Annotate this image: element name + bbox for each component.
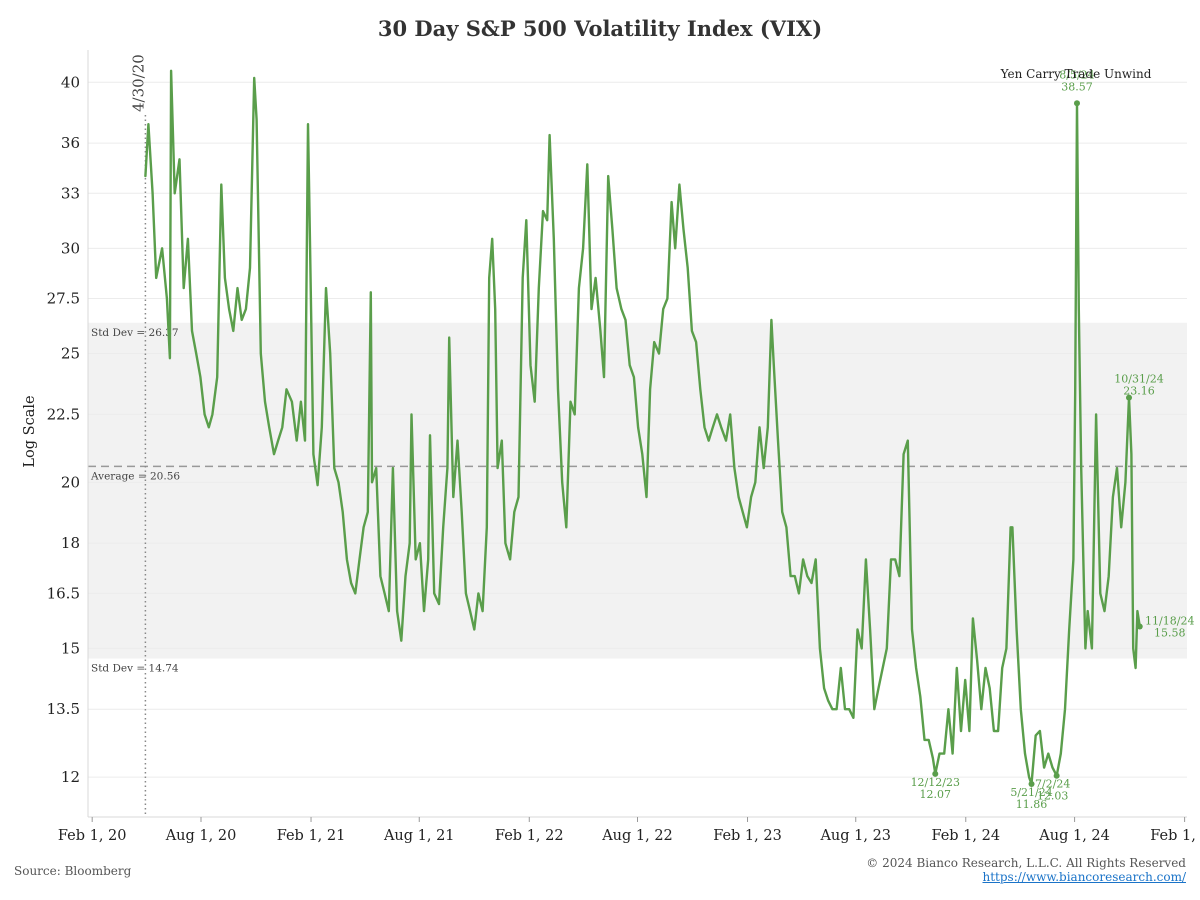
- source-note: Source: Bloomberg: [14, 864, 132, 878]
- y-tick-label: 16.5: [47, 584, 80, 602]
- annotation-label: 11/18/24: [1145, 614, 1194, 627]
- annotation-label: 12.03: [1037, 790, 1069, 803]
- y-tick-label: 30: [61, 239, 80, 257]
- x-tick-label: Feb 1, 21: [277, 828, 346, 844]
- axes-layer: 40 36 33 30 27.5 25 22.5 20 18 16.5 15 13.5 12 Feb 1,…: [22, 50, 1200, 844]
- annotation-label: 8/5/24: [1059, 68, 1094, 81]
- annotation-label: 5/21/24: [1010, 786, 1052, 799]
- x-tick-label: Aug 1, 21: [383, 828, 455, 844]
- reference-lines-layer: Average = 20.56 Std Dev = 26.37 Std Dev = …: [88, 54, 1187, 817]
- x-tick-label: Aug 1, 23: [819, 828, 891, 844]
- x-tick-label: Feb 1, 24: [931, 828, 1000, 844]
- annotation-point: [1136, 623, 1143, 630]
- average-label: Average = 20.56: [90, 470, 180, 482]
- annotation-point: [1028, 780, 1035, 787]
- y-tick-label: 13.5: [47, 700, 80, 718]
- annotation-point: [1053, 772, 1060, 779]
- annotation-label: 23.16: [1123, 385, 1155, 398]
- y-tick-label: 22.5: [47, 405, 80, 423]
- std-dev-lower-label: Std Dev = 14.74: [91, 662, 179, 674]
- annotation-point: [932, 770, 939, 777]
- vix-series-line: [144, 69, 1141, 786]
- y-tick-label: 20: [61, 473, 80, 491]
- y-tick-label: 12: [61, 768, 80, 786]
- annotation-point: [1126, 394, 1133, 401]
- y-tick-label: 27.5: [47, 290, 80, 308]
- event-label: Yen Carry Trade Unwind: [1000, 67, 1152, 81]
- y-axis-title: Log Scale: [22, 395, 38, 467]
- std-dev-band: [88, 322, 1187, 659]
- chart-title: 30 Day S&P 500 Volatility Index (VIX): [377, 16, 823, 41]
- y-tick-label: 36: [61, 134, 80, 152]
- x-tick-label: Aug 1, 22: [601, 828, 673, 844]
- x-tick-label: Feb 1, 20: [58, 828, 127, 844]
- annotation-label: 11.86: [1016, 798, 1048, 811]
- copyright-note: © 2024 Bianco Research, L.L.C. All Right…: [866, 856, 1186, 870]
- y-tick-label: 15: [61, 639, 80, 657]
- x-tick-label: Feb 1, 22: [495, 828, 564, 844]
- annotation-label: 12.07: [920, 788, 952, 801]
- annotation-point: [1073, 100, 1080, 107]
- annotation-label: 7/2/24: [1035, 778, 1070, 791]
- annotation-label: 10/31/24: [1114, 373, 1163, 386]
- series-layer: [144, 69, 1141, 786]
- x-tick-label: Aug 1, 20: [165, 828, 237, 844]
- y-tick-label: 25: [61, 345, 80, 363]
- x-tick-label: Feb 1, 25: [1150, 828, 1200, 844]
- std-dev-band-layer: [88, 322, 1187, 659]
- x-tick-label: Feb 1, 23: [713, 828, 782, 844]
- std-dev-upper-label: Std Dev = 26.37: [91, 327, 179, 339]
- gridlines-layer: [88, 81, 1187, 778]
- y-tick-label: 33: [61, 184, 80, 202]
- annotation-label: 15.58: [1154, 626, 1186, 639]
- annotation-label: 38.57: [1061, 80, 1093, 93]
- y-tick-label: 40: [61, 73, 80, 91]
- x-tick-label: Aug 1, 24: [1038, 828, 1110, 844]
- y-tick-label: 18: [61, 534, 80, 552]
- annotation-label: 12/12/23: [911, 776, 960, 789]
- website-link[interactable]: https://www.biancoresearch.com/: [982, 870, 1186, 884]
- start-date-label: 4/30/20: [129, 54, 147, 112]
